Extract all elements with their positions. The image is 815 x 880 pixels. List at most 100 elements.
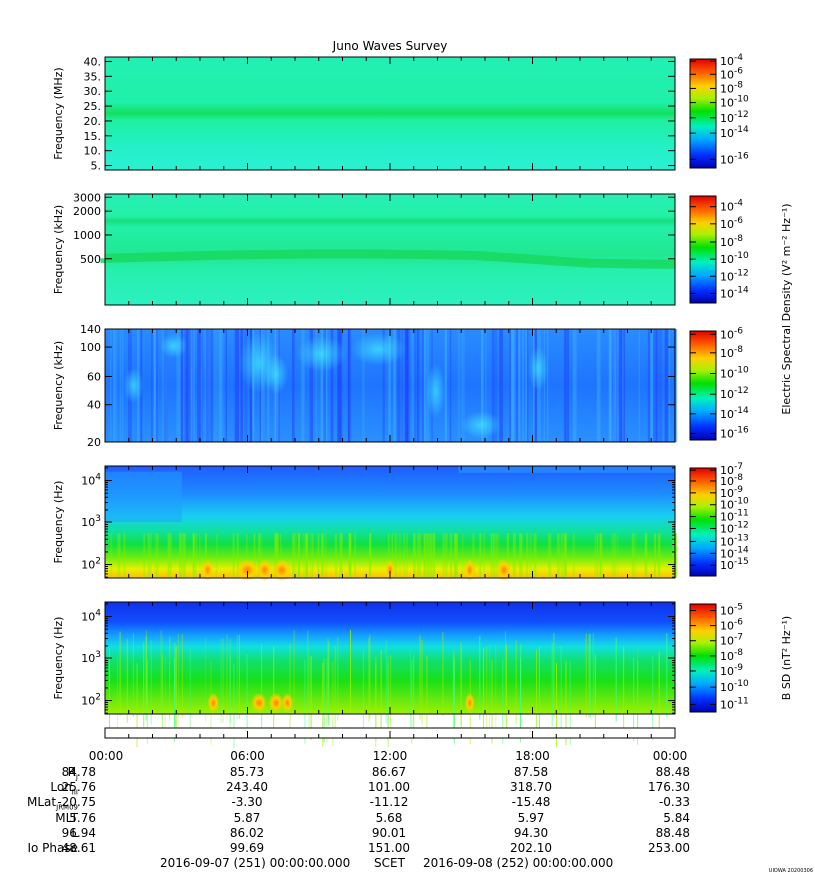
ephemeris-value: 5.97	[481, 811, 581, 825]
colorbar-tick-label: 10-10	[720, 366, 749, 381]
panel-5: 102103104Frequency (Hz)10-510-610-710-81…	[52, 602, 793, 748]
spectrogram-image	[105, 57, 675, 170]
colorbar-tick-label: 10-12	[720, 386, 749, 401]
y-tick-label: 20	[87, 436, 101, 449]
y-axis-label: Frequency (Hz)	[52, 617, 65, 700]
time-tick-label: 12:00	[373, 749, 408, 763]
colorbar-tick-label: 10-14	[720, 125, 749, 140]
colorbar-tick-label: 10-8	[720, 234, 743, 249]
ephemeris-value: -15.48	[481, 795, 581, 809]
watermark: UIOWA 20200306	[769, 868, 813, 874]
figure-title: Juno Waves Survey	[332, 39, 448, 53]
y-tick-label: 40.	[84, 55, 102, 68]
colorbar-tick-label: 10-12	[720, 110, 749, 125]
colorbar-label: B SD (nT² Hz⁻¹)	[780, 616, 793, 700]
ephemeris-value: 99.69	[197, 841, 297, 855]
time-tick-label: 18:00	[515, 749, 550, 763]
colorbar-tick-label: 10-8	[720, 80, 743, 95]
footer-start-time: 2016-09-07 (251) 00:00:00.000	[160, 856, 350, 870]
ephemeris-value: 5.87	[197, 811, 297, 825]
y-tick-label: 104	[81, 609, 101, 624]
y-tick-label: 60	[87, 370, 101, 383]
y-tick-label: 25.	[84, 100, 102, 113]
ephemeris-value: 90.01	[339, 826, 439, 840]
colorbar-tick-label: 10-5	[720, 602, 743, 617]
spectrogram-image	[105, 194, 675, 305]
panel-1: 5. 10. 15. 20. 25. 30. 35. 40. Frequency (MHz) 10…	[52, 53, 749, 172]
colorbar-tick-label: 10-9	[720, 663, 743, 678]
colorbar-tick-label: 10-11	[720, 696, 749, 711]
y-tick-label: 102	[81, 557, 101, 572]
colorbar: 10-710-810-910-1010-1110-1210-1310-1410-…	[690, 462, 749, 576]
y-tick-label: 103	[81, 514, 101, 529]
y-tick-label: 10.	[84, 145, 102, 158]
y-tick-label: 140	[80, 323, 101, 336]
ephemeris-value: 243.40	[197, 780, 297, 794]
y-tick-label: 1000	[73, 229, 101, 242]
y-tick-label: 30.	[84, 85, 102, 98]
colorbar-label: Electric Spectral Density (V² m⁻² Hz⁻¹)	[780, 203, 793, 414]
footer-scet-label: SCET	[374, 856, 405, 870]
y-tick-label: 2000	[73, 205, 101, 218]
colorbar-tick-label: 10-7	[720, 633, 743, 648]
y-axis-label: Frequency (kHz)	[52, 205, 65, 294]
spectrogram-panels: 5. 10. 15. 20. 25. 30. 35. 40. Frequency (MHz) 10…	[52, 53, 793, 747]
ephemeris-value: 5.68	[339, 811, 439, 825]
y-tick-label: 40	[87, 399, 101, 412]
ephemeris-value: 318.70	[481, 780, 581, 794]
y-tick-label: 35.	[84, 70, 102, 83]
y-tick-label: 3000	[73, 191, 101, 204]
colorbar-tick-label: 10-10	[720, 251, 749, 266]
colorbar: 10-610-810-1010-1210-1410-16	[690, 326, 749, 440]
ephemeris-value: 86.67	[339, 765, 439, 779]
ephemeris-value: 88.48	[600, 765, 690, 779]
colorbar-scale	[690, 331, 716, 440]
time-tick-label: 00:00	[653, 749, 688, 763]
y-tick-label: 104	[81, 473, 101, 488]
colorbar-scale	[690, 196, 716, 303]
ephemeris-value: 25.76	[45, 780, 96, 794]
ephemeris-value: 84.78	[45, 765, 96, 779]
ephemeris-value: 5.84	[600, 811, 690, 825]
colorbar-tick-label: 10-4	[720, 199, 743, 214]
ephemeris-value: -0.33	[600, 795, 690, 809]
colorbar-tick-label: 10-8	[720, 648, 743, 663]
ephemeris-value: 202.10	[481, 841, 581, 855]
colorbar: 10-510-610-710-810-910-10 10-11 B SD (nT² …	[690, 602, 793, 712]
ephemeris-value: 48.61	[45, 841, 96, 855]
time-tick-label: 06:00	[230, 749, 265, 763]
colorbar-tick-label: 10-12	[720, 268, 749, 283]
y-tick-label: 20.	[84, 115, 102, 128]
ephemeris-value: 87.58	[481, 765, 581, 779]
colorbar-tick-label: 10-14	[720, 285, 749, 300]
y-tick-label: 500	[80, 253, 101, 266]
y-tick-label: 15.	[84, 130, 102, 143]
ephemeris-value: 5.76	[45, 811, 96, 825]
colorbar-tick-label: 10-6	[720, 326, 743, 341]
colorbar-tick-label: 10-16	[720, 425, 749, 440]
ephemeris-value: -3.30	[197, 795, 297, 809]
y-tick-label: 102	[81, 693, 101, 708]
ephemeris-value: 253.00	[600, 841, 690, 855]
colorbar-tick-label: 10-6	[720, 66, 743, 81]
y-tick-label: 103	[81, 650, 101, 665]
colorbar: 10-410-610-810-1010-1210-1410-16	[690, 53, 749, 168]
colorbar-scale	[690, 604, 716, 712]
ephemeris-value: 94.30	[481, 826, 581, 840]
colorbar-tick-label: 10-10	[720, 95, 749, 110]
colorbar-scale	[690, 468, 716, 576]
ephemeris-value: -11.12	[339, 795, 439, 809]
ephemeris-value: -20.75	[45, 795, 96, 809]
ephemeris-value: 101.00	[339, 780, 439, 794]
colorbar-scale	[690, 59, 716, 168]
ephemeris-value: 96.94	[45, 826, 96, 840]
ephemeris-value: 151.00	[339, 841, 439, 855]
ephemeris-value: 88.48	[600, 826, 690, 840]
y-axis-label: Frequency (MHz)	[52, 67, 65, 159]
y-tick-label: 100	[80, 341, 101, 354]
panel-3: 20 40 60 100 140 Frequency (kHz) 10-6 10-8 10-10…	[52, 323, 749, 449]
colorbar-tick-label: 10-6	[720, 618, 743, 633]
y-tick-label: 5.	[91, 160, 102, 173]
colorbar-tick-label: 10-8	[720, 345, 743, 360]
colorbar-tick-label: 10-15	[720, 557, 749, 572]
